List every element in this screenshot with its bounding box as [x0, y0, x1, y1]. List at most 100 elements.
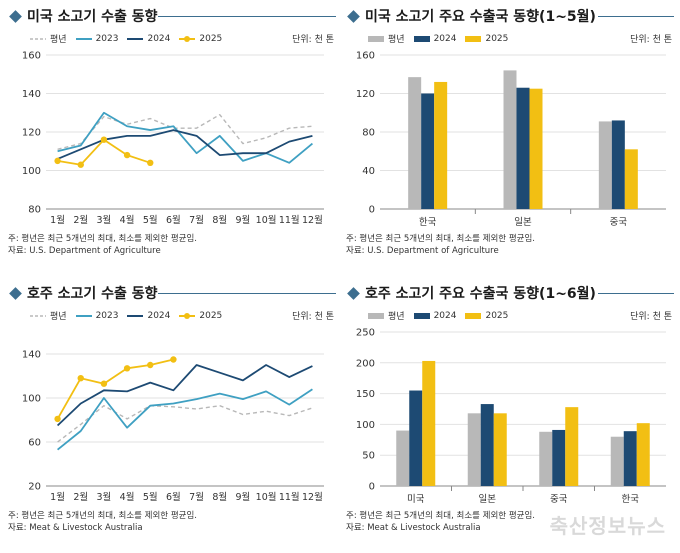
diamond-bullet-icon: [9, 9, 22, 23]
title-rule: [598, 293, 674, 294]
title-rule: [598, 16, 674, 17]
y-tick-label: 40: [362, 166, 375, 177]
y-tick-label: 100: [22, 166, 41, 177]
y-tick-label: 60: [28, 438, 41, 449]
source-note: 자료: U.S. Department of Agriculture: [346, 246, 499, 256]
panel-title: 미국 소고기 주요 수출국 동향(1~5월): [346, 5, 596, 27]
bar-2025: [493, 413, 507, 486]
x-tick-label: 4월: [120, 491, 135, 503]
us-destination-bar-chart: 0 40 80 120 160 한국 일본 중국: [356, 51, 666, 228]
y-tick-label: 200: [356, 358, 375, 369]
series-line-평년: [57, 404, 313, 443]
panel-title-text: 호주 소고기 수출 동향: [27, 286, 158, 302]
x-tick-label: 1월: [50, 491, 65, 503]
y-tick-label: 160: [22, 51, 41, 62]
bar-평년: [610, 436, 624, 486]
bar-2024: [516, 87, 530, 209]
x-tick-label: 한국: [419, 217, 437, 228]
x-tick-label: 2월: [73, 491, 88, 503]
legend-item-2024: 2024: [413, 32, 456, 45]
x-tick-label: 7월: [189, 214, 204, 226]
us-export-destination-panel: 미국 소고기 주요 수출국 동향(1~5월) 평년 2024 2025 단위: …: [346, 5, 674, 273]
x-tick-label: 7월: [189, 491, 204, 503]
x-tick-label: 11월: [279, 491, 300, 503]
bar-2024: [552, 429, 566, 486]
series-line-2025: [56, 358, 174, 420]
y-tick-label: 250: [356, 328, 375, 339]
x-tick-label: 일본: [514, 217, 532, 228]
unit-label: 단위: 천 톤: [292, 312, 334, 322]
bar-평년: [396, 430, 410, 486]
diamond-bullet-icon: [9, 286, 22, 300]
panel-title: 미국 소고기 수출 동향: [8, 5, 158, 27]
x-tick-label: 11월: [279, 214, 300, 226]
legend-item-2023: 2023: [75, 33, 119, 44]
x-tick-label: 10월: [256, 491, 277, 503]
x-tick-label: 5월: [143, 491, 158, 503]
series-line-2024: [56, 364, 313, 427]
legend-item-2025: 2025: [465, 32, 508, 45]
x-tick-label: 12월: [302, 214, 323, 226]
panel-title: 호주 소고기 수출 동향: [8, 282, 158, 304]
data-point: [123, 151, 131, 159]
us-export-trend-panel: 미국 소고기 수출 동향 평년 2023 2024 2025 단위: 천 톤 8…: [8, 5, 336, 273]
y-tick-label: 80: [28, 205, 41, 216]
x-tick-label: 8월: [212, 491, 227, 503]
legend: 평년 2024 2025: [368, 32, 508, 45]
bar-2024: [623, 431, 637, 486]
bar-2025: [434, 81, 448, 209]
unit-label: 단위: 천 톤: [630, 35, 672, 45]
bar-2025: [529, 88, 543, 209]
x-tick-label: 4월: [120, 214, 135, 226]
legend-item-2024: 2024: [413, 309, 456, 322]
x-tick-label: 12월: [302, 491, 323, 503]
data-point: [54, 157, 61, 165]
x-tick-label: 6월: [166, 214, 181, 226]
source-note: 자료: Meat & Livestock Australia: [8, 523, 143, 533]
bar-평년: [539, 431, 553, 486]
x-tick-label: 9월: [236, 214, 251, 226]
us-export-line-chart: 80 100 120 140 160 1월 2월 3월 4월 5월 6월 7월 8월 9월 10월 11월 12…: [22, 51, 324, 226]
x-tick-label: 10월: [256, 214, 277, 226]
x-tick-label: 3월: [97, 491, 112, 503]
bar-평년: [467, 413, 481, 486]
x-tick-label: 1월: [50, 214, 65, 226]
legend-item-avg: 평년: [30, 312, 67, 322]
au-export-destination-panel: 호주 소고기 주요 수출국 동향(1~6월) 평년 2024 2025 단위: …: [346, 282, 674, 550]
y-tick-label: 0: [369, 205, 375, 216]
legend-item-2024: 2024: [127, 310, 171, 321]
y-tick-label: 120: [356, 89, 375, 100]
data-point: [77, 375, 84, 382]
unit-label: 단위: 천 톤: [292, 35, 334, 45]
x-tick-label: 8월: [212, 214, 227, 226]
unit-label: 단위: 천 톤: [630, 312, 672, 322]
bar-평년: [408, 77, 422, 209]
watermark: 축산정보뉴스: [549, 514, 666, 538]
y-tick-label: 80: [362, 128, 375, 139]
x-tick-label: 한국: [622, 494, 640, 505]
title-rule: [158, 16, 336, 17]
bar-2024: [611, 120, 625, 209]
y-tick-label: 100: [22, 394, 41, 405]
x-tick-label: 일본: [479, 494, 497, 505]
data-point: [147, 361, 154, 369]
legend-item-2023: 2023: [75, 310, 119, 321]
y-tick-label: 160: [356, 51, 375, 62]
series-line-2023: [57, 111, 313, 164]
y-tick-label: 0: [369, 482, 375, 493]
legend-item-2025: 2025: [179, 309, 222, 322]
panel-title: 호주 소고기 주요 수출국 동향(1~6월): [346, 282, 596, 304]
x-tick-label: 9월: [236, 491, 251, 503]
y-tick-label: 20: [28, 482, 41, 493]
bar-2025: [636, 423, 650, 486]
y-tick-label: 140: [22, 350, 41, 361]
diamond-bullet-icon: [347, 9, 360, 23]
au-export-trend-panel: 호주 소고기 수출 동향 평년 2023 2024 2025 단위: 천 톤 2…: [8, 282, 336, 550]
bar-평년: [598, 121, 612, 209]
x-tick-label: 중국: [610, 217, 628, 228]
bar-2024: [409, 390, 423, 486]
legend: 평년 2023 2024 2025: [30, 32, 222, 45]
diamond-bullet-icon: [347, 286, 360, 300]
series-line-평년: [57, 113, 313, 151]
data-point: [147, 159, 154, 166]
